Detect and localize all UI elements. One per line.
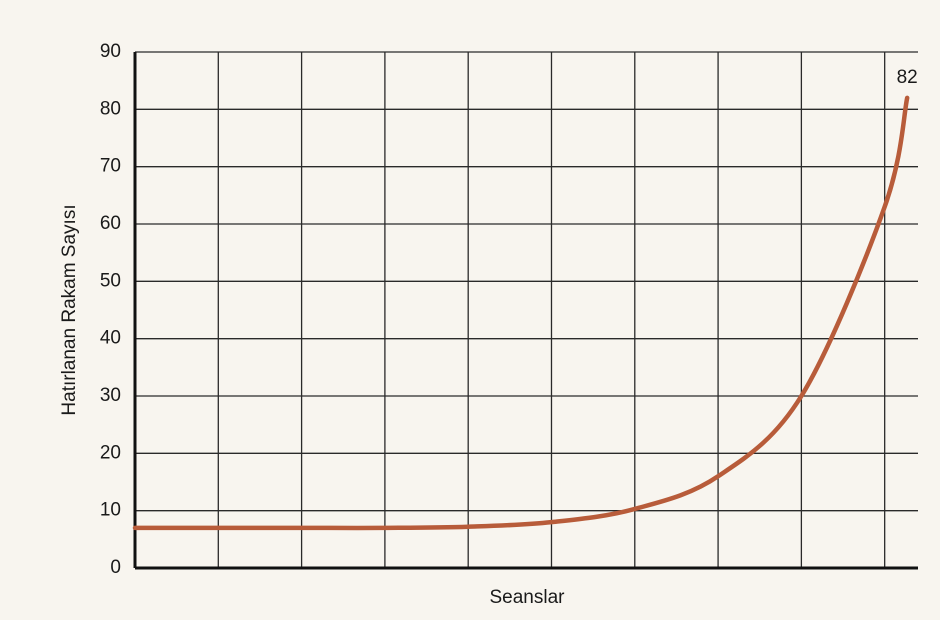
y-tick-label: 30 xyxy=(100,385,121,406)
y-tick-label: 80 xyxy=(100,98,121,119)
y-axis-label: Hatırlanan Rakam Sayısı xyxy=(59,204,80,415)
y-tick-label: 20 xyxy=(100,442,121,463)
y-tick-label: 70 xyxy=(100,156,121,177)
y-tick-label: 0 xyxy=(110,557,121,578)
y-tick-label: 60 xyxy=(100,213,121,234)
y-tick-label: 50 xyxy=(100,270,121,291)
y-tick-label: 40 xyxy=(100,328,121,349)
line xyxy=(132,95,910,531)
data-label: 82 xyxy=(897,67,918,88)
y-tick-label: 10 xyxy=(100,500,121,521)
y-tick-label: 90 xyxy=(100,41,121,62)
x-axis-label: Seanslar xyxy=(490,587,566,608)
